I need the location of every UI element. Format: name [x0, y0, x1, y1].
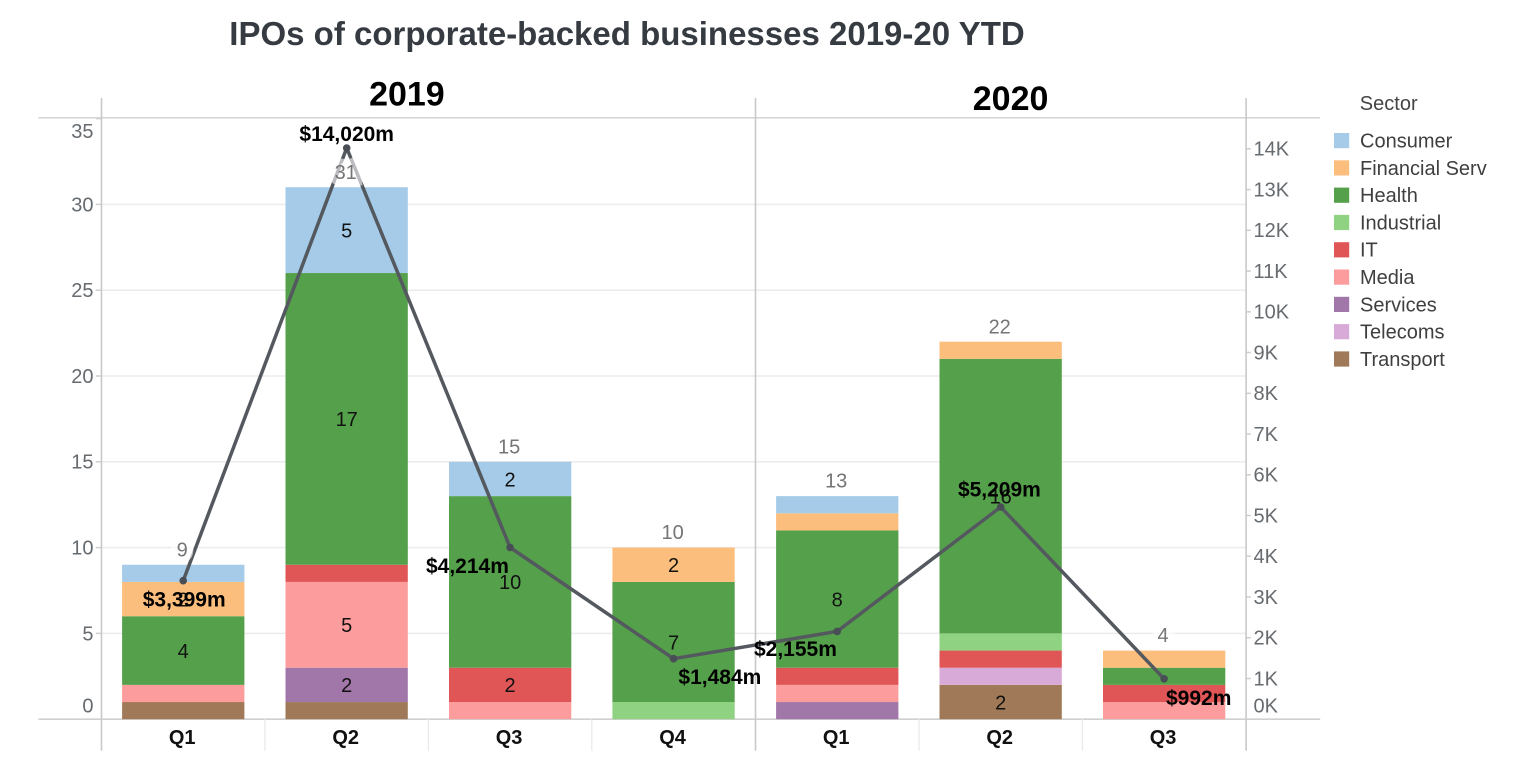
svg-text:Services: Services — [1360, 294, 1437, 316]
svg-text:$5,209m: $5,209m — [958, 478, 1041, 501]
svg-text:Financial Serv: Financial Serv — [1360, 158, 1487, 180]
svg-text:5: 5 — [341, 220, 352, 242]
svg-text:13: 13 — [825, 471, 847, 493]
svg-text:35: 35 — [71, 121, 93, 143]
svg-text:Media: Media — [1360, 267, 1415, 289]
svg-text:1K: 1K — [1254, 668, 1279, 690]
svg-text:8: 8 — [832, 589, 843, 611]
svg-text:10: 10 — [661, 522, 683, 544]
svg-text:8K: 8K — [1254, 383, 1279, 405]
svg-text:2K: 2K — [1254, 628, 1279, 650]
svg-text:$992m: $992m — [1166, 687, 1231, 710]
svg-text:2: 2 — [995, 692, 1006, 714]
svg-text:Health: Health — [1360, 185, 1418, 207]
svg-text:2: 2 — [341, 675, 352, 697]
svg-text:12K: 12K — [1254, 220, 1290, 242]
svg-text:Telecoms: Telecoms — [1360, 322, 1444, 344]
svg-text:4: 4 — [1158, 625, 1169, 647]
svg-text:2: 2 — [505, 675, 516, 697]
svg-text:15: 15 — [71, 452, 93, 474]
svg-text:$14,020m: $14,020m — [299, 123, 394, 146]
svg-text:Q3: Q3 — [1150, 727, 1177, 749]
svg-text:10: 10 — [499, 572, 521, 594]
svg-text:Q3: Q3 — [496, 727, 523, 749]
svg-text:Consumer: Consumer — [1360, 131, 1453, 153]
svg-text:2020: 2020 — [973, 80, 1049, 118]
svg-text:2: 2 — [178, 589, 189, 611]
svg-text:5K: 5K — [1254, 505, 1279, 527]
svg-text:9K: 9K — [1254, 342, 1279, 364]
svg-text:16: 16 — [990, 486, 1012, 508]
svg-text:Q2: Q2 — [986, 727, 1013, 749]
svg-text:0K: 0K — [1254, 695, 1279, 717]
svg-text:$1,484m: $1,484m — [678, 666, 761, 689]
svg-text:15: 15 — [498, 436, 520, 458]
svg-text:31: 31 — [335, 162, 357, 184]
svg-text:5: 5 — [341, 615, 352, 637]
svg-text:4: 4 — [178, 641, 189, 663]
svg-text:Q4: Q4 — [659, 727, 687, 749]
svg-text:0: 0 — [82, 695, 93, 717]
svg-text:2019: 2019 — [369, 76, 445, 114]
svg-text:10K: 10K — [1254, 302, 1290, 324]
svg-text:Q1: Q1 — [169, 727, 196, 749]
svg-text:2: 2 — [505, 469, 516, 491]
svg-text:$3,399m: $3,399m — [143, 588, 226, 611]
svg-text:22: 22 — [989, 316, 1011, 338]
svg-text:30: 30 — [71, 194, 93, 216]
svg-text:11K: 11K — [1254, 261, 1289, 283]
svg-text:3K: 3K — [1254, 587, 1279, 609]
svg-text:Industrial: Industrial — [1360, 212, 1441, 234]
svg-text:25: 25 — [71, 280, 93, 302]
svg-text:4K: 4K — [1254, 546, 1279, 568]
svg-text:Q1: Q1 — [823, 727, 850, 749]
svg-text:20: 20 — [71, 366, 93, 388]
svg-text:IPOs of corporate-backed busin: IPOs of corporate-backed businesses 2019… — [229, 15, 1024, 52]
svg-text:$2,155m: $2,155m — [754, 638, 837, 661]
svg-text:Sector: Sector — [1360, 93, 1418, 115]
svg-text:10: 10 — [71, 538, 93, 560]
svg-text:5: 5 — [82, 623, 93, 645]
svg-text:Q2: Q2 — [332, 727, 359, 749]
svg-text:17: 17 — [336, 409, 358, 431]
svg-text:Transport: Transport — [1360, 349, 1445, 371]
svg-text:IT: IT — [1360, 240, 1378, 262]
svg-text:2: 2 — [668, 555, 679, 577]
svg-text:$4,214m: $4,214m — [426, 555, 509, 578]
svg-text:7K: 7K — [1254, 424, 1279, 446]
svg-text:6K: 6K — [1254, 465, 1279, 487]
svg-text:7: 7 — [668, 632, 679, 654]
svg-text:9: 9 — [177, 539, 188, 561]
svg-text:13K: 13K — [1254, 180, 1290, 202]
svg-text:14K: 14K — [1254, 139, 1290, 161]
